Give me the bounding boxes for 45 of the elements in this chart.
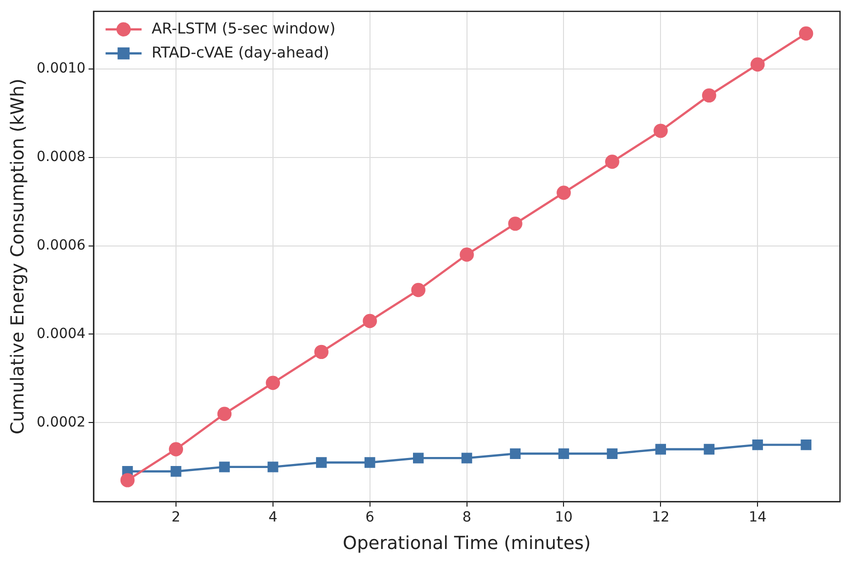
point [654, 124, 668, 138]
point [266, 376, 280, 390]
point [362, 314, 377, 328]
point [170, 466, 182, 477]
y-tick-label: 0.0010 [36, 60, 86, 77]
point [704, 444, 714, 455]
x-tick-label: 8 [462, 510, 472, 526]
point [268, 462, 278, 472]
point [411, 282, 426, 298]
y-tick-label: 0.0008 [36, 148, 86, 165]
x-tick-label: 6 [365, 510, 374, 526]
y-tick-label: 0.0004 [36, 326, 86, 342]
point [412, 452, 424, 464]
legend-label: AR-LSTM (5-sec window) [152, 19, 336, 38]
point [752, 439, 763, 450]
legend-label: RTAD-cVAE (day-ahead) [152, 43, 330, 62]
x-tick-label: 14 [748, 510, 767, 526]
y-tick-label: 0.0006 [36, 237, 86, 254]
point [508, 216, 522, 231]
x-tick-label: 12 [652, 510, 670, 526]
point [606, 448, 618, 459]
x-tick-label: 4 [268, 510, 278, 526]
point [217, 406, 232, 421]
x-axis-title: Operational Time (minutes) [342, 532, 591, 554]
x-tick-label: 10 [554, 510, 573, 526]
y-axis-title: Cumulative Energy Consumption (kWh) [7, 78, 28, 434]
x-tick-label: 2 [172, 510, 180, 526]
point [558, 448, 570, 459]
point [460, 248, 474, 262]
point [314, 344, 328, 360]
point [750, 57, 765, 72]
point [655, 444, 666, 455]
point [605, 154, 620, 169]
point [120, 473, 135, 488]
point [219, 462, 230, 472]
point [798, 26, 814, 41]
point [800, 439, 812, 450]
point [510, 448, 521, 459]
point [702, 88, 716, 103]
point [556, 186, 571, 200]
point [316, 457, 327, 468]
y-tick-label: 0.0002 [36, 414, 86, 430]
point [364, 457, 376, 468]
point [168, 442, 184, 456]
point [461, 452, 472, 464]
